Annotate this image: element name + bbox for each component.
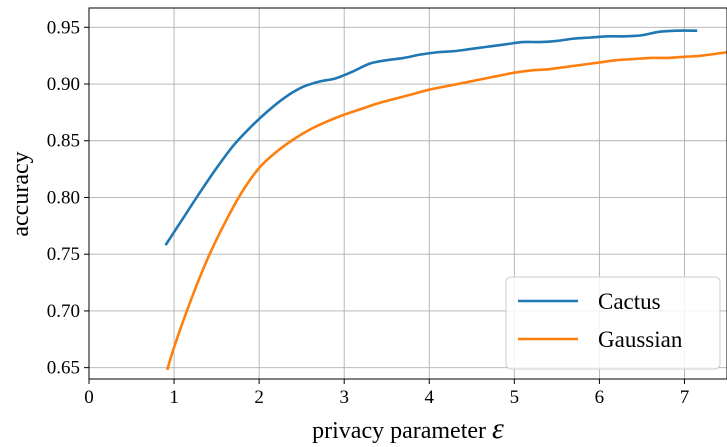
x-tick-label: 5 — [510, 387, 520, 408]
x-tick-label: 0 — [84, 387, 94, 408]
series-layer — [164, 29, 727, 371]
y-axis-label: accuracy — [8, 151, 34, 236]
plot-frame — [88, 7, 727, 380]
y-tick-label: 0.85 — [47, 131, 80, 152]
x-tick-label: 2 — [254, 387, 264, 408]
x-axis-label-text: privacy parameter — [312, 418, 486, 444]
x-tick-label: 6 — [595, 387, 605, 408]
y-tick-label: 0.80 — [47, 187, 80, 208]
x-axis-label: privacy parameter ε — [312, 412, 504, 445]
x-axis-label-symbol: ε — [492, 412, 504, 445]
legend-label-gaussian: Gaussian — [598, 327, 683, 352]
series-line-cactus — [164, 29, 698, 246]
x-tick-label: 1 — [169, 387, 179, 408]
axis-ticks: 0 1 2 3 4 5 6 7 0.65 0.70 0.75 0.80 0.85 0.90 0.95 — [47, 17, 689, 408]
legend: Cactus Gaussian — [505, 276, 721, 370]
x-tick-label: 4 — [425, 387, 435, 408]
legend-label-cactus: Cactus — [598, 289, 661, 314]
x-tick-label: 7 — [680, 387, 690, 408]
x-tick-label: 3 — [339, 387, 349, 408]
series-line-gaussian — [166, 50, 727, 371]
y-tick-label: 0.75 — [47, 244, 80, 265]
y-tick-label: 0.65 — [47, 358, 80, 379]
y-tick-label: 0.90 — [47, 74, 80, 95]
y-tick-label: 0.95 — [47, 17, 80, 38]
y-tick-label: 0.70 — [47, 301, 80, 322]
